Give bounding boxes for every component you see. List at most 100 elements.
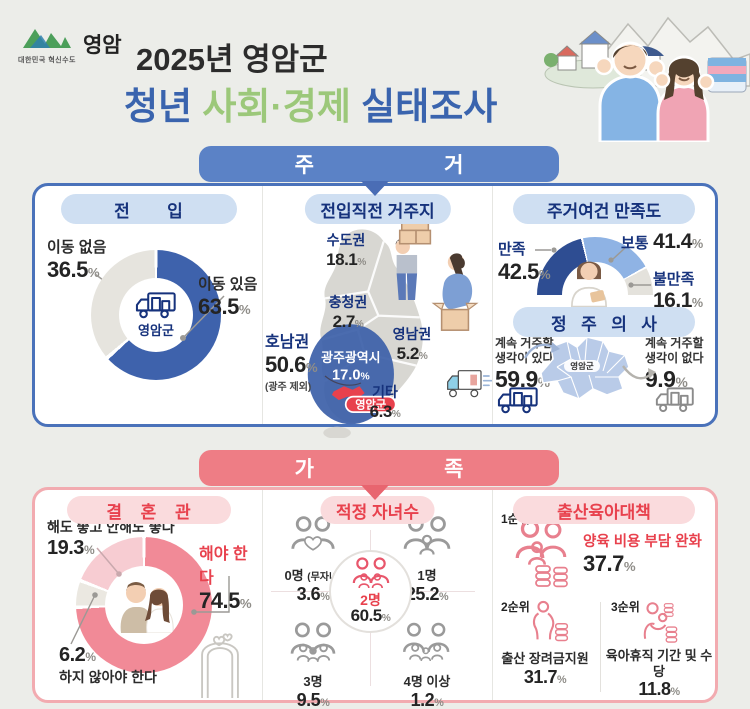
children-3-block: 3명 9.5% [263, 622, 363, 709]
region-value: 18.1 [326, 250, 358, 269]
pregnant-woman-coins-icon [532, 600, 569, 642]
logo-tagline: 대한민국 혁신수도 [18, 57, 76, 64]
family-ribbon-label: 가족 [294, 458, 594, 481]
children-1-block: 1명 25.2% [377, 514, 477, 605]
satisfaction-title: 주거여건 만족도 [546, 201, 662, 221]
title-word-mid: 사회·경제 [202, 86, 351, 127]
rank-2-policy-label: 출산 장려금지원 [501, 651, 589, 666]
rank-1-block: 양육 비용 부담 완화 37.7% [583, 530, 702, 577]
region-etc: 기타 6.3% [357, 382, 413, 422]
title-word-survey: 실태조사 [361, 86, 498, 127]
slice-label: 이동 없음 [47, 239, 107, 256]
slice-note: (무자녀) [307, 572, 342, 583]
percent-sign: % [357, 257, 366, 268]
rank-3-policy-label: 육아휴직 기간 및 수당 [605, 648, 713, 679]
leave-stat-block: 계속 거주할 생각이 없다 9.9% [645, 336, 713, 393]
percent-sign: % [87, 265, 100, 280]
reading-woman-illustration [570, 261, 608, 308]
moving-truck-icon [135, 291, 177, 319]
percent-sign: % [85, 650, 96, 664]
leave-truck-icon [655, 386, 695, 413]
slice-label: 하지 않아야 한다 [59, 669, 157, 685]
percent-sign: % [438, 591, 449, 603]
section-ribbon-housing: 주거 [199, 146, 559, 182]
marriage-view-section: 결혼관 해도 좋고 안해도 좋다 19.3% [35, 490, 262, 700]
move-in-donut-center: 영암군 [119, 278, 193, 352]
woman-packing-box-illustration [431, 253, 479, 331]
page-title-line1: 2025년 영암군 [136, 42, 328, 77]
rank-3-label: 3순위 [611, 600, 640, 614]
move-in-center-label: 영암군 [138, 323, 174, 338]
satisfaction-settlement-section: 주거여건 만족도 만족 42.5% 보통 41.4% [492, 186, 715, 424]
percent-sign: % [320, 697, 330, 709]
rank-3-value: 11.8 [638, 679, 671, 700]
region-label: 호남권 [265, 334, 310, 351]
gwangju-label: 광주광역시 [321, 350, 380, 365]
slice-value: 60.5 [350, 606, 383, 626]
section-ribbon-family: 가족 [199, 450, 559, 486]
dissatisfied-label-block: 불만족 16.1% [653, 268, 703, 313]
region-value: 6.3 [369, 402, 393, 421]
region-label: 충청권 [328, 294, 368, 310]
slice-label: 보통 [621, 235, 649, 252]
neutral-label-block: 보통 41.4% [621, 230, 703, 254]
slice-value: 41.4 [653, 230, 692, 253]
children-title: 적정 자녀수 [336, 502, 419, 522]
percent-sign: % [418, 351, 428, 362]
region-value: 5.2 [396, 344, 420, 363]
settlement-title-pill: 정주의사 [513, 307, 695, 337]
region-yeongnam: 영남권 5.2% [381, 324, 443, 364]
housing-ribbon-label: 주거 [294, 154, 594, 177]
family-three-children-icon [290, 622, 336, 663]
slice-label: 1명 [417, 568, 437, 583]
marriage-no-block: 6.2% 하지 않아야 한다 [59, 644, 157, 687]
marriage-donut-center [105, 566, 183, 644]
slice-value: 74.5 [199, 588, 240, 613]
percent-sign: % [675, 375, 688, 390]
slice-value: 19.3 [47, 537, 84, 559]
rank-1-policy-label: 양육 비용 부담 완화 [583, 534, 702, 550]
childcare-title: 출산육아대책 [557, 502, 651, 522]
percent-sign: % [381, 613, 391, 625]
ideal-children-section: 적정 자녀수 0명 (무자녀) 3.6% 1명 [262, 490, 492, 709]
rank-2-value: 31.7 [523, 667, 558, 687]
page-title-line2: 청년 사회·경제 실태조사 [124, 76, 497, 130]
percent-sign: % [538, 267, 551, 282]
housing-panel: 전입 이동 없음 36.5% 영암군 [32, 183, 718, 438]
family-coins-icon [515, 519, 568, 588]
slice-label: 해야 한다 [199, 546, 248, 587]
mountain-logo-icon [22, 29, 71, 48]
logo-mark: 대한민국 혁신수도 [18, 24, 76, 65]
children-2-highlight-circle: 2명 60.5% [329, 550, 412, 633]
children-title-pill: 적정 자녀수 [320, 496, 435, 524]
percent-sign: % [691, 237, 703, 251]
move-in-title: 전입 [114, 201, 221, 221]
slice-value: 9.5 [296, 690, 321, 709]
slice-value: 16.1 [653, 289, 692, 312]
region-value: 2.7 [332, 312, 356, 331]
header-couple-illustration [544, 16, 750, 142]
yeongam-map-badge: 영암군 [355, 399, 386, 412]
percent-sign: % [320, 591, 330, 603]
moving-truck-illustration [447, 370, 493, 398]
region-note: (광주 제외) [265, 382, 312, 393]
percent-sign: % [354, 319, 364, 330]
percent-sign: % [556, 674, 567, 686]
rank-2-block: 출산 장려금지원 31.7% [493, 648, 597, 688]
region-chungcheong: 충청권 2.7% [319, 292, 377, 332]
slice-label: 만족 [498, 241, 526, 258]
move-in-no-label-block: 이동 없음 36.5% [47, 236, 106, 283]
leave-label: 계속 거주할 생각이 없다 [645, 336, 704, 365]
region-sudogwon: 수도권 18.1% [315, 230, 377, 270]
slice-value: 25.2 [405, 584, 440, 604]
percent-sign: % [305, 360, 318, 375]
rank-2-label: 2순위 [501, 600, 530, 614]
rank-3-block: 육아휴직 기간 및 수당 11.8% [605, 648, 713, 700]
childcare-policy-section: 출산육아대책 1순위 양육 비용 부담 완화 37.7% 2순위 [492, 490, 715, 700]
percent-sign: % [83, 543, 95, 557]
region-value: 50.6 [265, 352, 306, 377]
title-word-youth: 청년 [124, 86, 193, 127]
logo: 대한민국 혁신수도 영암 [18, 24, 122, 65]
slice-label: 0명 [284, 568, 304, 583]
children-4plus-block: 4명 이상 1.2% [377, 622, 477, 709]
